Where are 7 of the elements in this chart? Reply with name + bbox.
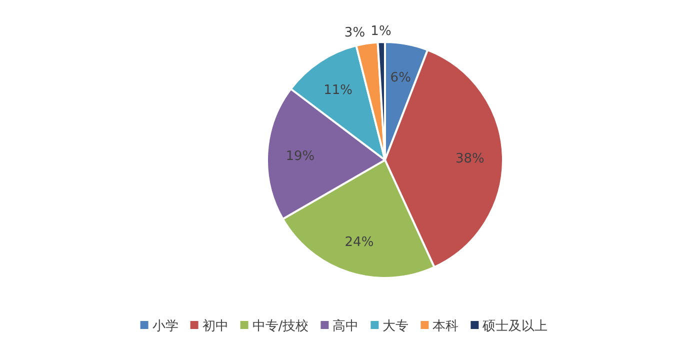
legend-label: 硕士及以上	[482, 319, 548, 334]
legend-label: 中专/技校	[252, 319, 309, 334]
legend-label: 初中	[202, 319, 228, 334]
legend-label: 本科	[432, 319, 459, 334]
legend-label: 高中	[332, 318, 359, 334]
legend-label: 大专	[382, 319, 409, 334]
legend-label: 小学	[152, 319, 178, 334]
